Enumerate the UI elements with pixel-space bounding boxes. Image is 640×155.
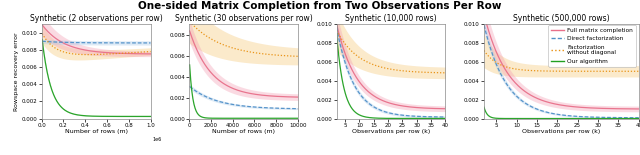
- Text: One-sided Matrix Completion from Two Observations Per Row: One-sided Matrix Completion from Two Obs…: [138, 1, 502, 11]
- X-axis label: Observations per row (k): Observations per row (k): [352, 129, 430, 134]
- Title: Synthetic (2 observations per row): Synthetic (2 observations per row): [29, 14, 163, 23]
- X-axis label: Number of rows (m): Number of rows (m): [212, 129, 275, 134]
- X-axis label: Number of rows (m): Number of rows (m): [65, 129, 127, 134]
- Title: Synthetic (30 observations per row): Synthetic (30 observations per row): [175, 14, 312, 23]
- Text: 1e6: 1e6: [153, 137, 162, 142]
- Y-axis label: Rowspace recovery error: Rowspace recovery error: [14, 32, 19, 111]
- Legend: Full matrix completion, Direct factorization, Factorization
without diagonal, Ou: Full matrix completion, Direct factoriza…: [548, 25, 636, 66]
- Title: Synthetic (500,000 rows): Synthetic (500,000 rows): [513, 14, 610, 23]
- X-axis label: Observations per row (k): Observations per row (k): [522, 129, 600, 134]
- Title: Synthetic (10,000 rows): Synthetic (10,000 rows): [345, 14, 437, 23]
